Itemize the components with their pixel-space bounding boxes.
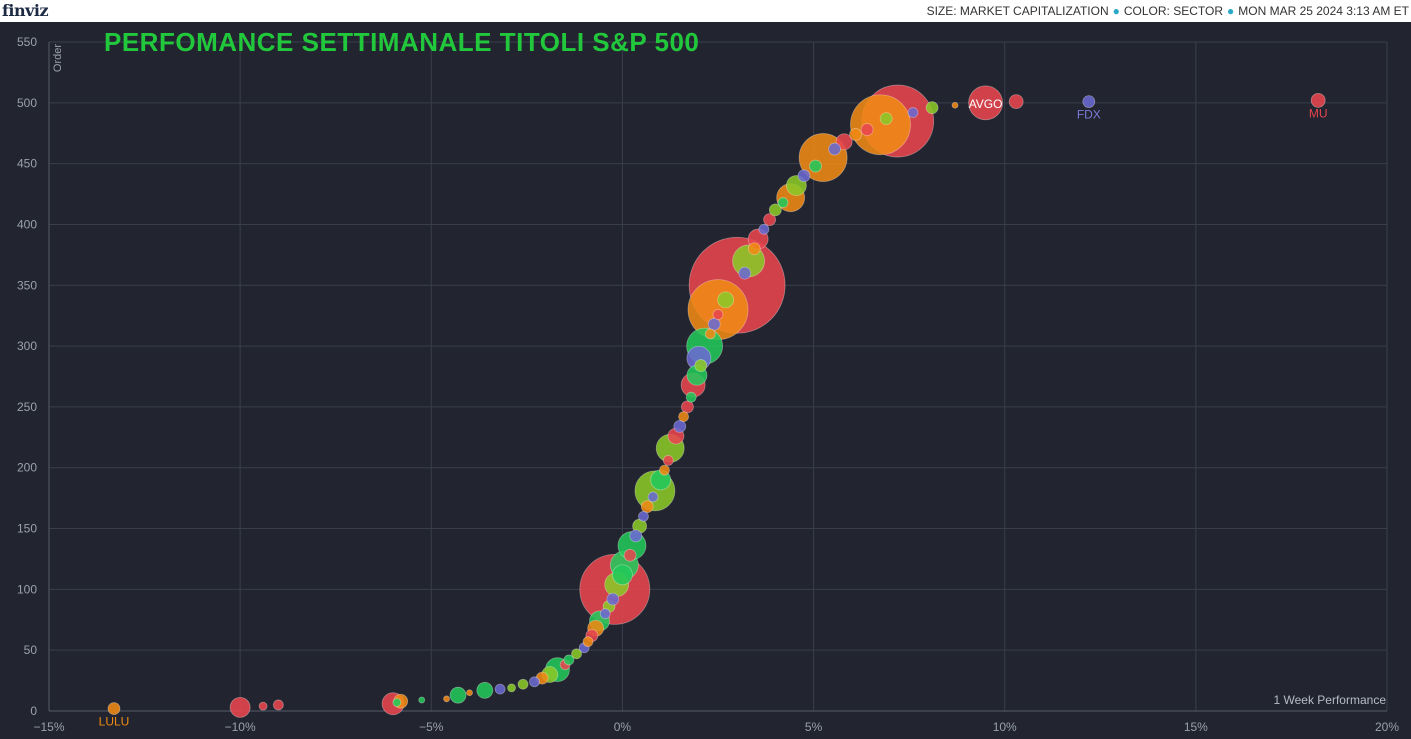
ticker-label: FDX xyxy=(1077,108,1101,122)
data-point xyxy=(494,683,506,695)
y-tick-label: 200 xyxy=(17,461,37,475)
data-point xyxy=(529,676,540,688)
data-point xyxy=(694,359,708,372)
timestamp: MON MAR 25 2024 3:13 AM ET xyxy=(1238,4,1409,18)
data-point xyxy=(685,391,697,403)
y-tick-label: 150 xyxy=(17,522,37,536)
y-tick-label: 550 xyxy=(17,35,37,49)
data-point xyxy=(768,203,782,217)
data-point xyxy=(809,159,822,173)
x-tick-label: 10% xyxy=(993,720,1017,734)
data-point xyxy=(681,400,694,414)
data-point xyxy=(1310,92,1326,108)
separator-dot-icon: ● xyxy=(1227,4,1235,18)
data-point xyxy=(582,636,594,648)
data-point xyxy=(968,85,1003,121)
data-point xyxy=(707,317,721,331)
data-point xyxy=(466,689,473,697)
chart-meta: SIZE: MARKET CAPITALIZATION ● COLOR: SECTO… xyxy=(927,4,1409,18)
data-point xyxy=(717,291,735,309)
data-point xyxy=(659,464,670,476)
data-point xyxy=(835,133,853,151)
data-point xyxy=(418,696,426,704)
data-point xyxy=(640,500,654,514)
data-point xyxy=(747,242,761,256)
data-point xyxy=(563,654,575,666)
data-point xyxy=(638,510,649,522)
data-point xyxy=(606,592,620,606)
x-tick-label: −5% xyxy=(419,720,444,734)
x-tick-label: 20% xyxy=(1375,720,1399,734)
chart-title: PERFOMANCE SETTIMANALE TITOLI S&P 500 xyxy=(104,27,700,57)
x-tick-label: 0% xyxy=(614,720,632,734)
data-point xyxy=(704,328,716,340)
data-point xyxy=(229,696,251,718)
x-tick-label: 5% xyxy=(805,720,823,734)
data-point xyxy=(758,223,770,235)
data-point xyxy=(612,564,633,586)
data-point xyxy=(850,94,911,156)
size-label: SIZE: MARKET CAPITALIZATION xyxy=(926,4,1109,18)
finviz-logo[interactable]: finviz xyxy=(2,1,49,20)
data-point xyxy=(925,101,939,115)
y-tick-label: 300 xyxy=(17,339,37,353)
data-point xyxy=(860,123,874,136)
data-point xyxy=(443,695,450,703)
data-point xyxy=(879,112,893,126)
data-point xyxy=(797,169,811,183)
data-point xyxy=(507,683,516,693)
color-label: COLOR: SECTOR xyxy=(1123,4,1223,18)
data-point xyxy=(107,702,121,715)
data-point xyxy=(476,681,494,699)
y-tick-label: 0 xyxy=(30,704,37,718)
data-point xyxy=(907,107,919,118)
data-point xyxy=(738,266,752,280)
x-tick-label: 15% xyxy=(1184,720,1208,734)
data-point xyxy=(392,698,402,707)
data-point xyxy=(678,411,689,423)
data-point xyxy=(712,309,724,320)
data-point xyxy=(777,197,789,208)
ticker-label: AVGO xyxy=(969,97,1003,111)
data-point xyxy=(258,701,268,711)
data-point xyxy=(763,213,777,226)
x-tick-label: −15% xyxy=(33,720,64,734)
data-point xyxy=(449,686,467,704)
data-point xyxy=(571,648,582,660)
y-tick-label: 400 xyxy=(17,217,37,231)
y-tick-label: 450 xyxy=(17,157,37,171)
data-point xyxy=(647,491,659,503)
y-axis-title: Order xyxy=(52,44,64,72)
data-point xyxy=(951,101,959,109)
data-point xyxy=(849,128,863,141)
y-tick-label: 350 xyxy=(17,278,37,292)
data-point xyxy=(629,529,643,543)
ticker-label: LULU xyxy=(99,715,130,729)
data-point xyxy=(1008,94,1024,110)
data-point xyxy=(662,455,674,466)
data-point xyxy=(828,142,841,156)
data-point xyxy=(272,699,284,711)
data-point xyxy=(517,678,529,690)
y-tick-label: 500 xyxy=(17,96,37,110)
separator-dot-icon: ● xyxy=(1112,4,1120,18)
x-tick-label: −10% xyxy=(225,720,256,734)
y-tick-label: 50 xyxy=(24,643,38,657)
ticker-label: MU xyxy=(1309,106,1328,120)
y-tick-label: 250 xyxy=(17,400,37,414)
data-point xyxy=(623,548,637,562)
y-tick-label: 100 xyxy=(17,582,37,596)
data-point xyxy=(1082,95,1096,109)
top-bar: finviz SIZE: MARKET CAPITALIZATION ● COLOR… xyxy=(0,0,1411,22)
data-point xyxy=(599,608,611,620)
x-axis-title: 1 Week Performance xyxy=(1274,693,1387,707)
data-point xyxy=(673,419,687,433)
